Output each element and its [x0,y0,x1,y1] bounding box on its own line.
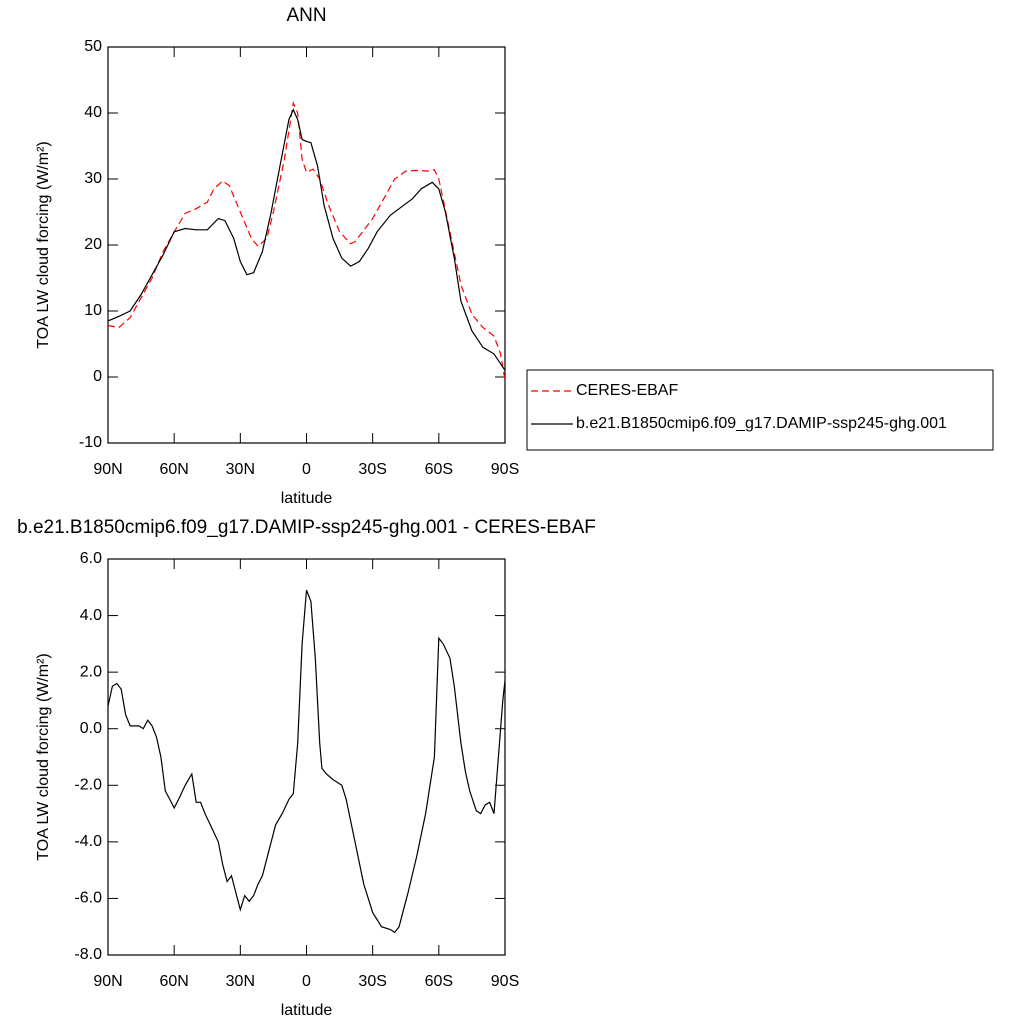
chart-title: b.e21.B1850cmip6.f09_g17.DAMIP-ssp245-gh… [17,517,596,538]
y-tick-label: 0 [93,368,102,385]
y-tick-label: -8.0 [74,946,102,963]
x-tick-label: 60N [159,461,188,478]
plot-frame [107,46,506,444]
y-tick-label: 50 [84,38,102,55]
data-line [107,108,506,371]
data-line [107,101,506,381]
x-tick-label: 60S [425,461,453,478]
y-tick-label: -10 [79,434,102,451]
y-tick-label: 6.0 [80,550,102,567]
y-tick-label: 2.0 [80,663,102,680]
x-tick-label: 90N [93,461,122,478]
x-tick-label: 60N [159,973,188,990]
y-tick-label: 4.0 [80,607,102,624]
x-axis-label: latitude [281,1002,333,1019]
y-tick-label: 10 [84,302,102,319]
x-tick-label: 30S [358,973,386,990]
x-tick-label: 30S [358,461,386,478]
legend-box [526,369,994,451]
y-tick-label: -6.0 [74,890,102,907]
y-tick-label: 0.0 [80,720,102,737]
x-tick-label: 90S [491,973,519,990]
y-tick-label: -2.0 [74,777,102,794]
x-tick-label: 0 [302,973,311,990]
x-tick-label: 90N [93,973,122,990]
y-tick-label: 20 [84,236,102,253]
x-tick-label: 30N [226,461,255,478]
x-tick-label: 30N [226,973,255,990]
data-line [107,589,506,934]
plot-frame [107,558,506,956]
y-tick-label: 30 [84,170,102,187]
y-tick-label: -4.0 [74,833,102,850]
x-tick-label: 0 [302,461,311,478]
chart-title: ANN [286,5,326,26]
y-axis-label: TOA LW cloud forcing (W/m²) [35,141,52,348]
x-tick-label: 90S [491,461,519,478]
y-axis-label: TOA LW cloud forcing (W/m²) [35,653,52,860]
legend-label: CERES-EBAF [576,382,678,399]
x-axis-label: latitude [281,490,333,507]
y-tick-label: 40 [84,104,102,121]
legend-label: b.e21.B1850cmip6.f09_g17.DAMIP-ssp245-gh… [576,415,947,432]
x-tick-label: 60S [425,973,453,990]
